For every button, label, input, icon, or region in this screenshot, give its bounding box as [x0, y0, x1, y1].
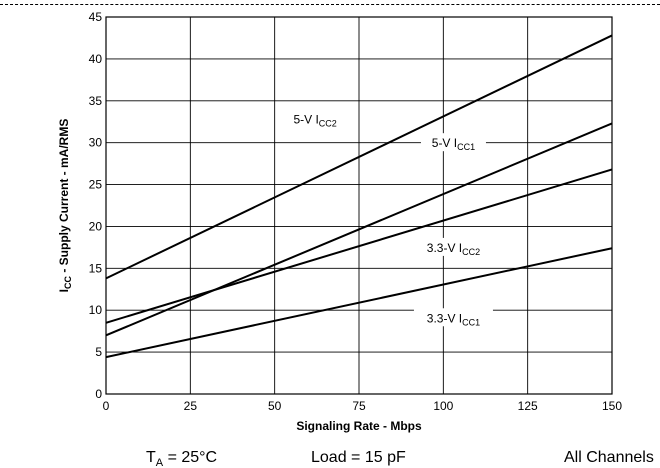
y-axis-title-main: I	[57, 289, 71, 292]
y-tick-label-15: 15	[89, 261, 103, 275]
series-line-3	[105, 168, 613, 324]
series-lines	[105, 34, 613, 359]
x-tick-label-0: 0	[103, 399, 110, 413]
series-label-main: 3.3-V I	[427, 241, 462, 255]
series-label-bg-3	[413, 237, 493, 256]
series-label-sub: CC2	[462, 247, 480, 257]
y-tick-label-40: 40	[89, 52, 103, 66]
y-tick-label-30: 30	[89, 136, 103, 150]
series-label-1: 5-V ICC2	[293, 113, 336, 129]
x-tick-label-25: 25	[184, 399, 198, 413]
series-label-main: 3.3-V I	[427, 311, 462, 325]
load-condition: Load = 15 pF	[311, 449, 406, 466]
y-tick-label-10: 10	[89, 303, 103, 317]
plot-frame	[105, 16, 613, 395]
temperature-condition: TA = 25°C	[146, 449, 217, 468]
y-tick-label-25: 25	[89, 178, 103, 192]
series-label-3: 3.3-V ICC2	[427, 241, 480, 257]
x-axis-title: Signaling Rate - Mbps	[296, 419, 422, 433]
series-label-sub: CC1	[462, 317, 480, 327]
x-tick-label-100: 100	[433, 399, 453, 413]
series-label-bg-2	[420, 133, 486, 152]
y-axis-title: ICC - Supply Current - mA/RMS	[57, 119, 73, 293]
series-label-bg-4	[413, 308, 493, 327]
series-label-main: 5-V I	[293, 113, 318, 127]
channels-condition: All Channels	[564, 449, 654, 466]
y-tick-label-45: 45	[89, 10, 103, 24]
y-tick-label-5: 5	[95, 345, 102, 359]
x-tick-label-125: 125	[518, 399, 538, 413]
x-tick-label-50: 50	[268, 399, 282, 413]
series-line-2	[105, 122, 613, 337]
x-axis-ticks: 0 25 50 75 100 125 150	[103, 399, 623, 413]
y-axis-ticks: 0 5 10 15 20 25 30 35 40 45	[89, 10, 103, 401]
temperature-rest: = 25°C	[163, 449, 217, 466]
series-label-2: 5-V ICC1	[432, 136, 475, 152]
y-tick-label-20: 20	[89, 219, 103, 233]
series-label-main: 5-V I	[432, 136, 457, 150]
series-line-1	[105, 34, 613, 280]
grid	[106, 17, 612, 394]
series-line-4	[105, 247, 613, 359]
series-label-bg-1	[282, 109, 348, 128]
y-axis-title-rest: - Supply Current - mA/RMS	[57, 119, 71, 276]
series-label-sub: CC1	[457, 142, 475, 152]
y-axis-title-sub: CC	[63, 276, 73, 289]
x-tick-label-75: 75	[352, 399, 366, 413]
temperature-sub: A	[156, 457, 164, 468]
x-tick-label-150: 150	[602, 399, 622, 413]
series-label-sub: CC2	[319, 119, 337, 129]
y-tick-label-35: 35	[89, 94, 103, 108]
top-rule	[0, 4, 660, 5]
temperature-main: T	[146, 449, 156, 466]
series-label-4: 3.3-V ICC1	[427, 311, 480, 327]
y-tick-label-0: 0	[95, 387, 102, 401]
